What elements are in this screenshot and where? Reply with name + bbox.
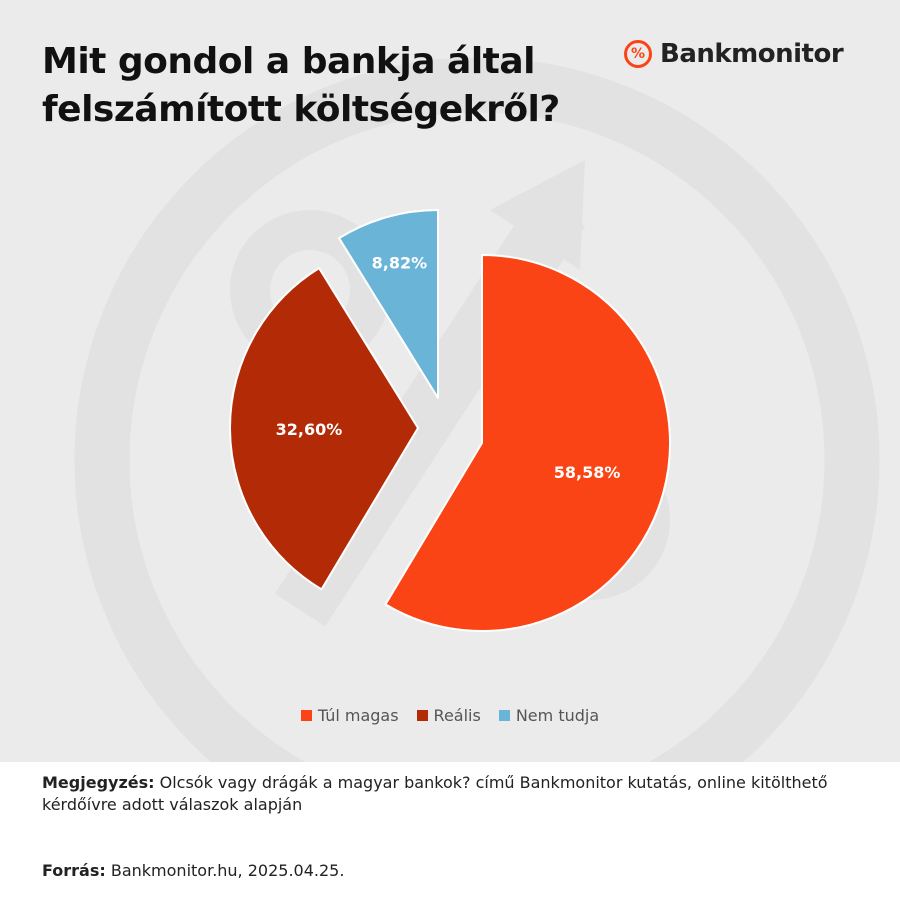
slice-value-label-0: 58,58% [554,463,621,482]
legend: Túl magas Reális Nem tudja [0,706,900,725]
legend-swatch [300,710,312,721]
note-line: Megjegyzés: Olcsók vagy drágák a magyar … [42,772,842,816]
brand-name: Bankmonitor [660,39,844,69]
legend-label: Túl magas [317,706,399,725]
source-text: Bankmonitor.hu, 2025.04.25. [105,861,345,880]
pie-slice-2 [338,209,439,399]
legend-label: Nem tudja [515,706,600,725]
legend-swatch [498,710,510,721]
source-line: Forrás: Bankmonitor.hu, 2025.04.25. [42,860,344,882]
bankmonitor-logo: % Bankmonitor [624,36,844,72]
legend-item-nem-tudja: Nem tudja [498,706,600,725]
percent-logo-icon: % [624,40,652,68]
title-line-2: felszámított költségekről? [42,89,560,130]
legend-swatch [416,710,428,721]
legend-label: Reális [433,706,481,725]
notes: Megjegyzés: Olcsók vagy drágák a magyar … [42,772,842,880]
note-label: Megjegyzés: [42,773,155,792]
pie-slice-0 [384,254,671,632]
pie-slice-1 [229,267,419,591]
slice-value-label-2: 8,82% [372,253,428,272]
slice-value-label-1: 32,60% [276,420,343,439]
note-text: Olcsók vagy drágák a magyar bankok? című… [42,773,828,814]
title-line-1: Mit gondol a bankja által [42,41,536,82]
source-label: Forrás: [42,861,106,880]
pie-chart: 58,58% 32,60% 8,82% [229,209,671,632]
chart-panel: Mit gondol a bankja által felszámított k… [0,0,900,762]
chart-title: Mit gondol a bankja által felszámított k… [42,38,560,134]
legend-item-tul-magas: Túl magas [300,706,399,725]
legend-item-realis: Reális [416,706,481,725]
